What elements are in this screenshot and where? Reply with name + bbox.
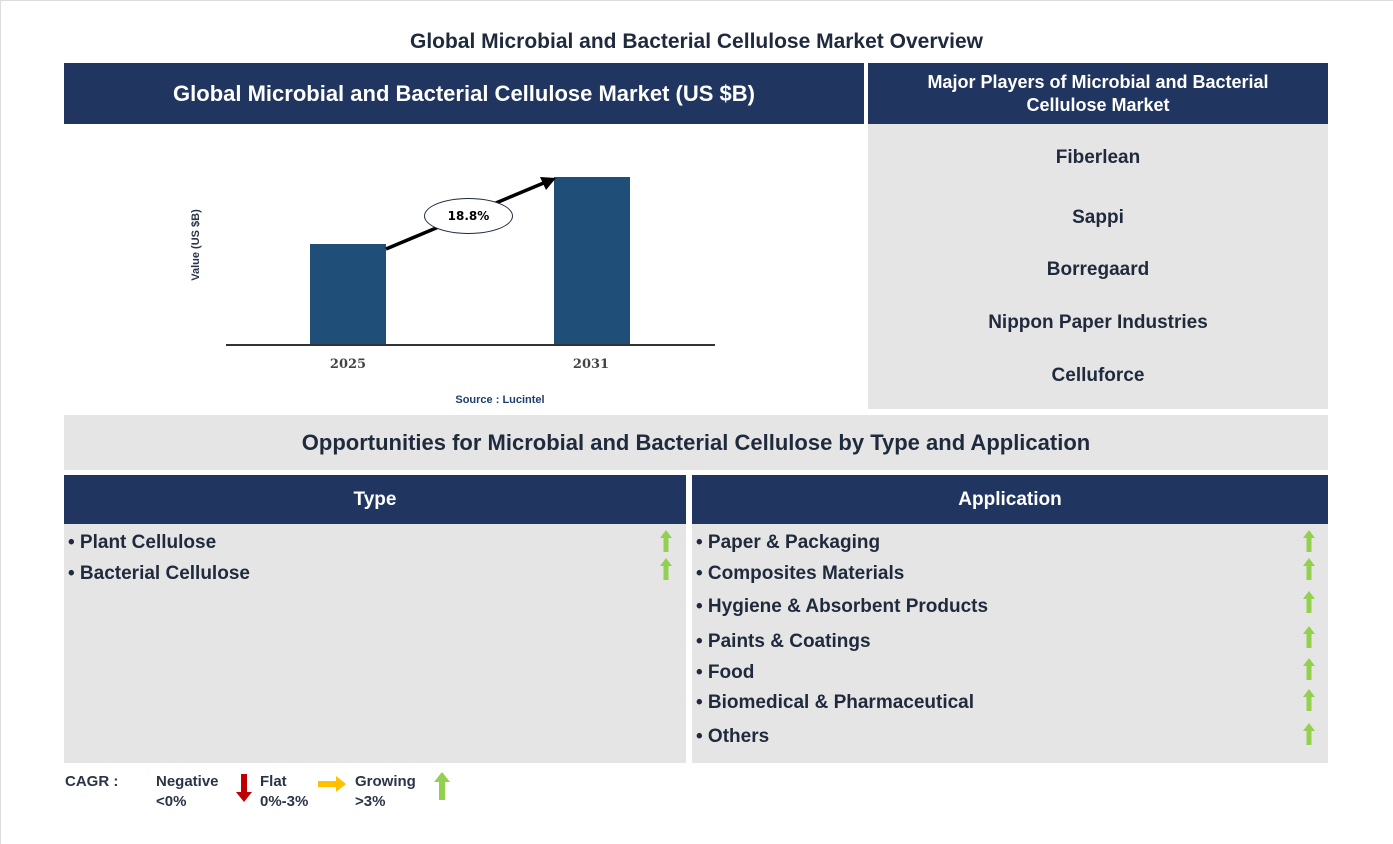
players-header: Major Players of Microbial and Bacterial…	[868, 63, 1328, 124]
legend-label: CAGR :	[65, 773, 119, 790]
opportunities-header: Opportunities for Microbial and Bacteria…	[64, 415, 1328, 470]
type-item: • Bacterial Cellulose	[68, 563, 250, 584]
bar-2025	[310, 244, 386, 344]
x-tick-2031: 2031	[572, 357, 610, 372]
player-item: Sappi	[1072, 207, 1124, 228]
type-list: • Plant Cellulose • Bacterial Cellulose	[64, 524, 686, 763]
cagr-annotation: 18.8%	[424, 198, 513, 234]
player-item: Celluforce	[1051, 365, 1145, 386]
x-tick-2025: 2025	[329, 357, 367, 372]
down-arrow-icon	[236, 774, 252, 802]
legend-flat-label: Flat	[260, 773, 287, 790]
legend-growing-range: >3%	[355, 793, 386, 810]
legend-growing: Growing >3%	[355, 772, 416, 812]
application-item: • Paints & Coatings	[696, 631, 871, 652]
application-item: • Paper & Packaging	[696, 532, 881, 553]
application-item: • Hygiene & Absorbent Products	[696, 596, 989, 617]
growing-arrow-icon	[660, 530, 672, 552]
legend-negative-range: <0%	[156, 793, 187, 810]
growing-arrow-icon	[660, 558, 672, 580]
type-item: • Plant Cellulose	[68, 532, 217, 553]
right-arrow-icon	[318, 776, 346, 792]
growing-arrow-icon	[1303, 591, 1315, 613]
growing-arrow-icon	[1303, 558, 1315, 580]
source-label: Source : Lucintel	[455, 394, 545, 406]
page-title: Global Microbial and Bacterial Cellulose…	[409, 30, 984, 53]
legend-negative-label: Negative	[156, 773, 219, 790]
legend-flat-range: 0%-3%	[260, 793, 309, 810]
application-item: • Others	[696, 726, 770, 747]
player-item: Nippon Paper Industries	[988, 312, 1208, 333]
growing-arrow-icon	[1303, 658, 1315, 680]
bar-2031	[554, 177, 630, 344]
growing-arrow-icon	[1303, 689, 1315, 711]
growing-arrow-icon	[1303, 723, 1315, 745]
application-item: • Biomedical & Pharmaceutical	[696, 692, 975, 713]
legend-negative: Negative <0%	[156, 772, 219, 812]
application-item: • Composites Materials	[696, 563, 905, 584]
legend-flat: Flat 0%-3%	[260, 772, 308, 812]
y-axis-label: Value (US $B)	[190, 209, 202, 281]
application-list: • Paper & Packaging • Composites Materia…	[692, 524, 1328, 763]
type-column-header: Type	[64, 475, 686, 524]
application-column-header: Application	[692, 475, 1328, 524]
market-chart-header: Global Microbial and Bacterial Cellulose…	[64, 63, 864, 124]
player-item: Fiberlean	[1055, 147, 1141, 168]
growing-arrow-icon	[1303, 626, 1315, 648]
player-item: Borregaard	[1046, 259, 1150, 280]
growing-arrow-icon	[1303, 530, 1315, 552]
players-list: Fiberlean Sappi Borregaard Nippon Paper …	[868, 124, 1328, 409]
x-axis-line	[226, 344, 715, 346]
legend-growing-label: Growing	[355, 773, 416, 790]
application-item: • Food	[696, 662, 755, 683]
up-arrow-icon	[434, 772, 450, 800]
